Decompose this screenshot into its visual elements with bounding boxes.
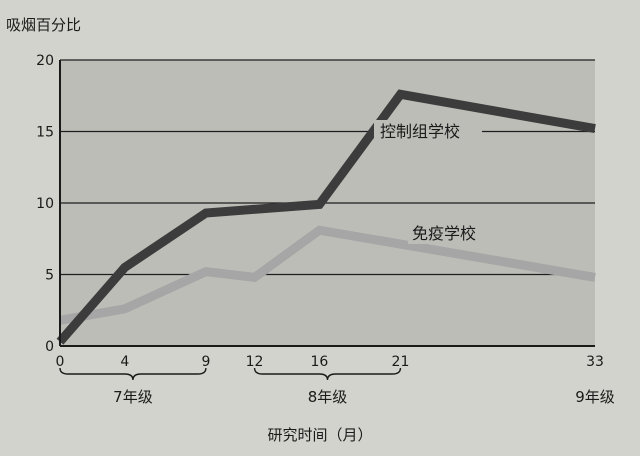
series-label-bg-control <box>374 120 482 142</box>
y-axis-title: 吸烟百分比 <box>6 16 81 34</box>
grade-label: 8年级 <box>308 388 348 406</box>
x-tick-label: 12 <box>246 354 264 370</box>
grid-lines <box>60 59 595 276</box>
series-label-bg-inoculated <box>408 222 492 244</box>
grade-bracket <box>253 367 402 381</box>
x-tick-label: 4 <box>120 354 129 370</box>
grade-groups: 7年级 8年级 9年级 <box>59 367 615 406</box>
series-label-control: 控制组学校 <box>380 122 460 141</box>
x-tick-label: 33 <box>586 354 604 370</box>
y-tick-label: 0 <box>45 339 54 355</box>
series-label-inoculated: 免疫学校 <box>412 224 476 243</box>
grade-label: 9年级 <box>575 388 615 406</box>
y-tick-labels: 0 5 10 15 20 <box>36 53 54 355</box>
x-axis-title: 研究时间（月） <box>267 426 372 444</box>
series-line <box>59 225 596 325</box>
y-tick-label: 15 <box>36 125 54 141</box>
series-layer <box>56 89 596 345</box>
series-line <box>56 89 596 345</box>
x-tick-label: 9 <box>201 354 210 370</box>
y-tick-label: 10 <box>36 196 54 212</box>
x-tick-label: 16 <box>310 354 328 370</box>
grade-bracket <box>59 367 207 381</box>
x-tick-label: 21 <box>392 354 410 370</box>
grade-label: 7年级 <box>113 388 153 406</box>
y-tick-label: 5 <box>45 268 54 284</box>
y-tick-label: 20 <box>36 53 54 69</box>
x-tick-label: 0 <box>56 354 65 370</box>
x-tick-labels: 0 4 9 12 16 21 33 <box>56 354 604 370</box>
